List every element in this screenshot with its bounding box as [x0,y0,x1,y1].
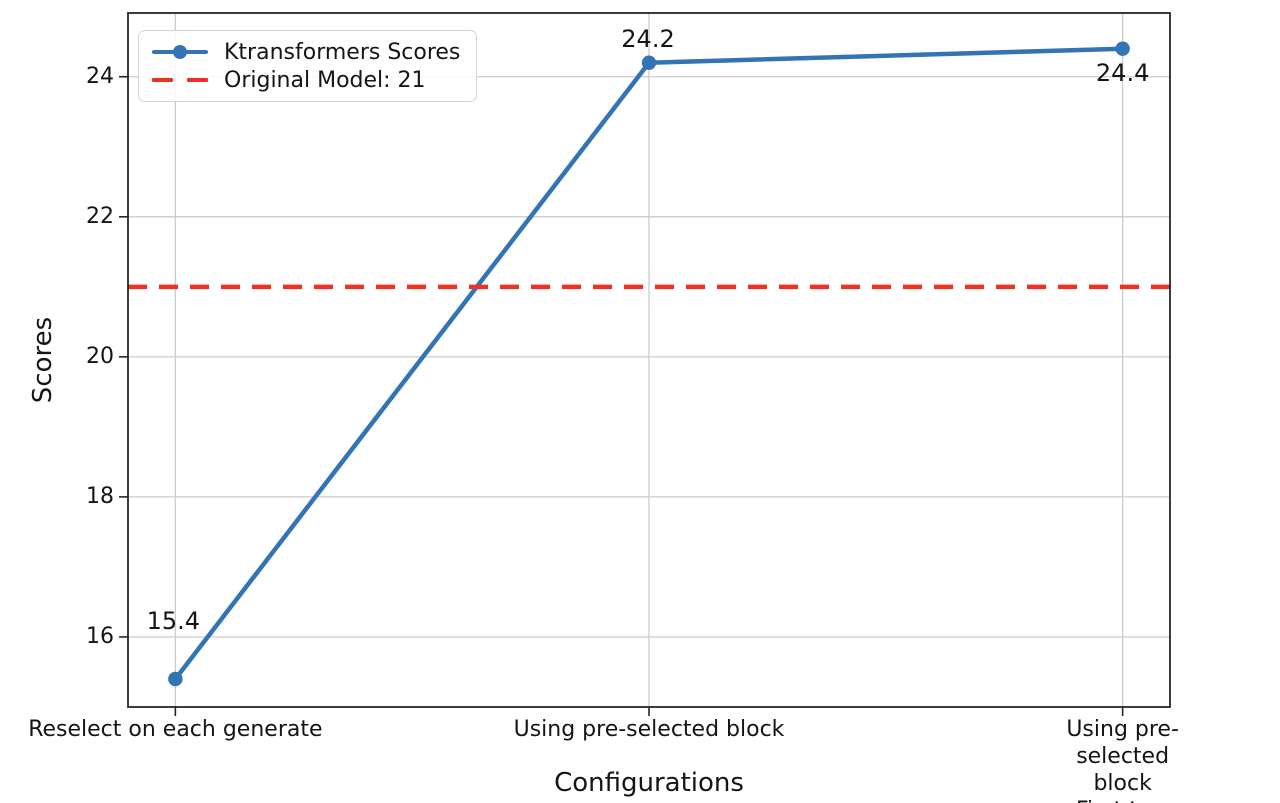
legend-item-original-model: Original Model: 21 [152,66,460,94]
y-tick-label: 18 [86,483,114,509]
legend-label-reference: Original Model: 21 [224,67,426,93]
data-point-label: 15.4 [146,606,201,635]
dashed-line-icon [152,77,208,83]
y-tick-label: 20 [86,343,114,369]
y-tick-label: 24 [86,63,114,89]
legend-reference-dash-sample [152,77,208,83]
x-tick-label: Using pre-selected block First two layer… [1066,717,1179,803]
legend: Ktransformers Scores Original Model: 21 [138,30,478,102]
data-point-marker [168,671,183,687]
series-marker-icon [173,45,187,59]
x-tick-label: Reselect on each generate [28,717,323,742]
legend-label-series: Ktransformers Scores [224,39,461,65]
data-point-marker [641,55,657,70]
legend-item-ktransformers-scores: Ktransformers Scores [152,38,460,66]
data-point-label: 24.4 [1095,58,1150,87]
y-tick-label: 22 [86,203,114,229]
y-tick-label: 16 [86,623,114,649]
x-tick-label: Using pre-selected block [513,717,785,742]
x-axis-title: Configurations [554,768,744,798]
y-axis-title: Scores [28,316,58,404]
data-point-marker [1115,41,1130,56]
data-point-label: 24.2 [621,24,675,53]
legend-series-line-sample [152,45,208,59]
